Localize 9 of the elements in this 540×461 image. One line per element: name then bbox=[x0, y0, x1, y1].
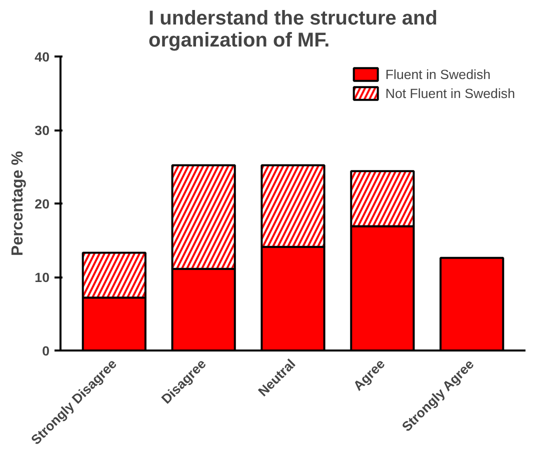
y-tick-label: 10 bbox=[34, 270, 50, 285]
chart-title: I understand the structure and organization of MF. bbox=[148, 8, 438, 52]
y-tick-label: 20 bbox=[34, 196, 50, 212]
legend-label: Fluent in Swedish bbox=[385, 66, 491, 82]
y-axis-title: Percentage % bbox=[10, 151, 27, 256]
y-tick-label: 40 bbox=[34, 50, 50, 64]
y-tick-label: 0 bbox=[42, 344, 50, 358]
y-tick-label: 30 bbox=[34, 123, 50, 138]
legend-label: Not Fluent in Swedish bbox=[385, 86, 515, 100]
